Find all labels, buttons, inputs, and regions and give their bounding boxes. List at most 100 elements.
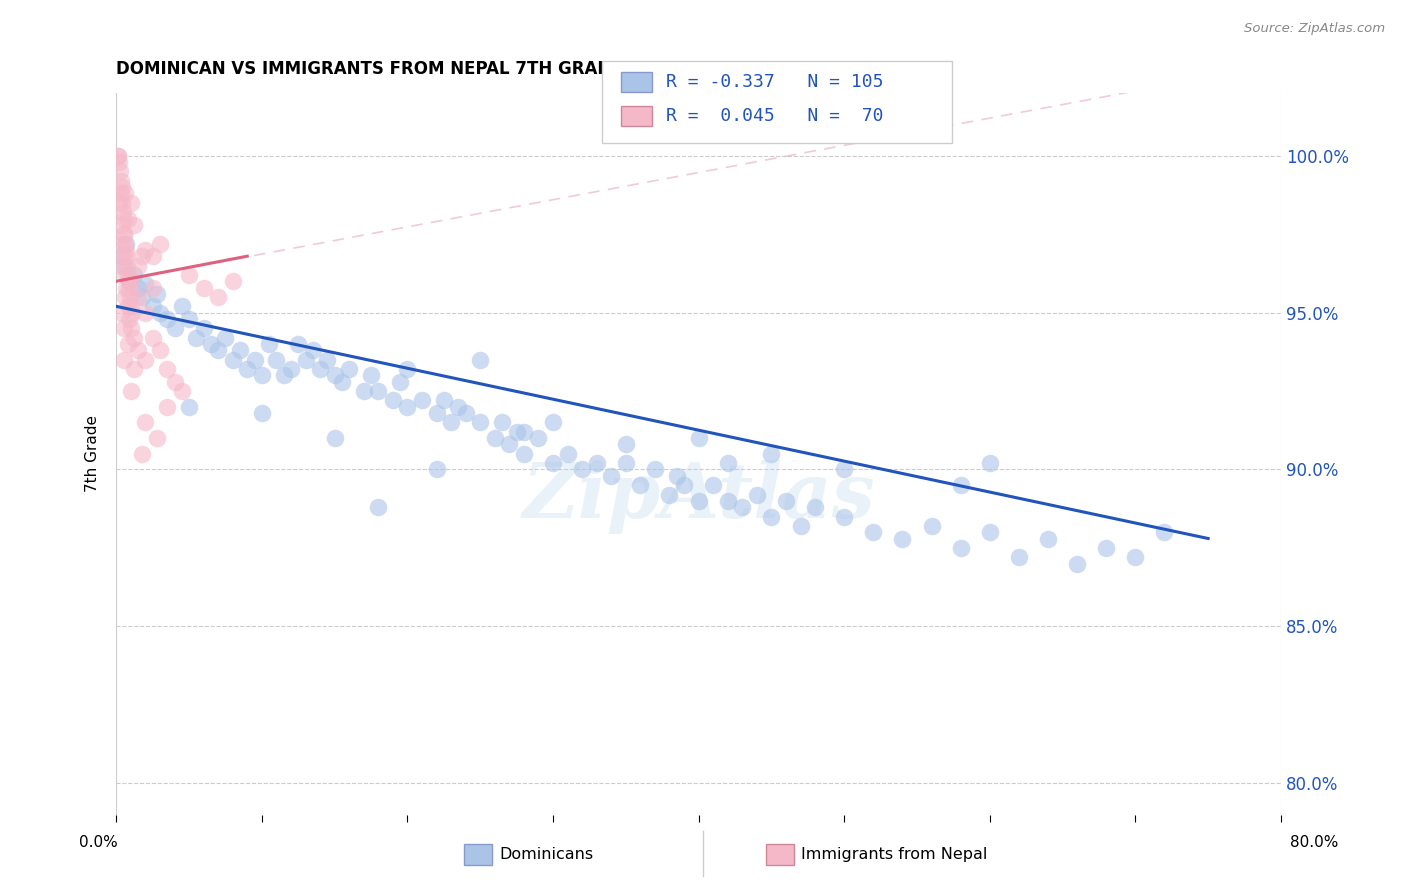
Point [921,519,943,533]
Point [118,274,141,288]
Point [541,416,564,430]
Point [118,312,141,326]
Point [236,362,259,376]
Text: DOMINICAN VS IMMIGRANTS FROM NEPAL 7TH GRADE CORRELATION CHART: DOMINICAN VS IMMIGRANTS FROM NEPAL 7TH G… [117,60,828,78]
Point [301,343,323,358]
Point [243,352,266,367]
Point [127,280,149,294]
Point [170,384,193,398]
Point [229,343,252,358]
Point [1125,550,1147,565]
Point [177,268,200,282]
Point [381,393,404,408]
Point [111,180,134,194]
Point [454,406,477,420]
Point [200,337,222,351]
Point [120,290,142,304]
Point [131,290,153,304]
Point [447,400,470,414]
Text: Dominicans: Dominicans [499,847,593,862]
Point [156,362,179,376]
Point [862,525,884,540]
Point [114,186,136,201]
Point [513,425,536,439]
Point [111,205,134,219]
Point [585,456,607,470]
Point [122,218,145,232]
Point [761,447,783,461]
Point [122,268,145,282]
Point [614,456,637,470]
Point [131,447,153,461]
Point [142,299,165,313]
Point [112,259,135,273]
Point [127,259,149,273]
Point [688,431,710,445]
Point [389,375,412,389]
Point [789,519,811,533]
Point [1036,532,1059,546]
Point [280,362,302,376]
Point [1066,557,1088,571]
Point [142,280,165,294]
Point [163,375,186,389]
Point [316,352,339,367]
Point [120,321,142,335]
Point [107,149,129,163]
Point [134,305,156,319]
Point [571,462,593,476]
Point [142,331,165,345]
Point [110,305,132,319]
Point [117,268,139,282]
Point [527,431,550,445]
Point [658,487,681,501]
Point [193,280,215,294]
Point [832,509,855,524]
Point [367,384,389,398]
Point [761,509,783,524]
Point [117,274,139,288]
Text: 0.0%: 0.0% [79,836,118,850]
Point [250,406,273,420]
Point [134,277,156,292]
Point [309,362,332,376]
Point [156,400,179,414]
Point [122,331,145,345]
Point [134,352,156,367]
Point [112,227,135,242]
Point [142,249,165,263]
Point [979,456,1001,470]
Point [149,305,172,319]
Point [110,186,132,201]
Point [949,541,972,555]
Point [731,500,754,515]
Text: Source: ZipAtlas.com: Source: ZipAtlas.com [1244,22,1385,36]
Point [112,227,135,242]
Point [470,352,492,367]
Point [115,236,138,251]
Point [120,274,142,288]
Point [149,343,172,358]
Point [1153,525,1175,540]
Point [470,416,492,430]
Point [120,195,142,210]
Point [214,331,236,345]
Point [440,416,463,430]
Point [111,236,134,251]
Point [702,478,724,492]
Point [117,337,139,351]
Point [505,425,527,439]
Point [112,352,135,367]
Point [149,236,172,251]
Point [134,416,156,430]
Point [411,393,433,408]
Point [614,437,637,451]
Point [114,290,136,304]
Point [120,299,142,313]
Point [425,406,447,420]
Point [323,368,346,383]
Point [557,447,579,461]
Text: R = -0.337   N = 105: R = -0.337 N = 105 [666,73,884,91]
Point [600,468,623,483]
Point [688,493,710,508]
